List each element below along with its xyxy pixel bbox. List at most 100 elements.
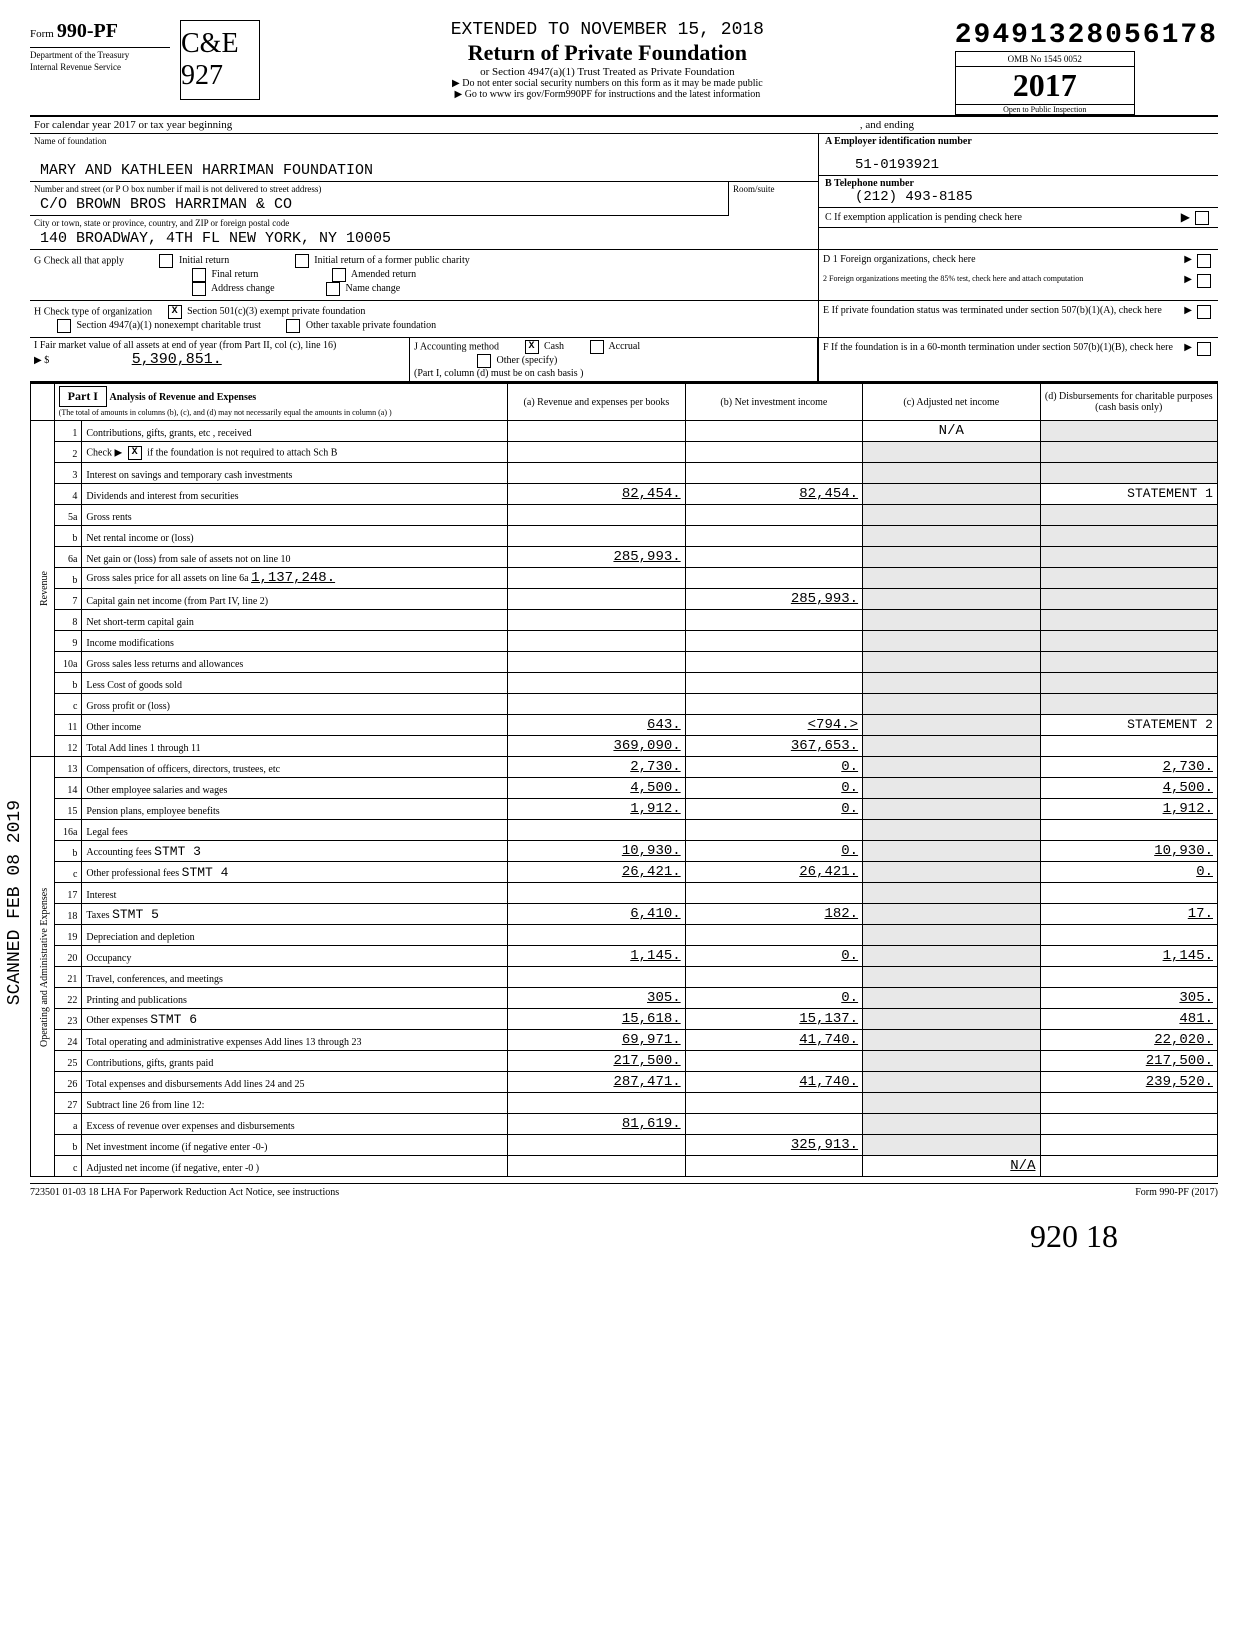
line-desc: Printing and publications bbox=[82, 988, 508, 1009]
amount-cell bbox=[508, 883, 685, 904]
handwritten-note: 920 18 bbox=[30, 1218, 1218, 1255]
revenue-section-label: Revenue bbox=[31, 421, 55, 757]
line-desc: Dividends and interest from securities bbox=[82, 484, 508, 505]
name-change-cb[interactable] bbox=[326, 282, 340, 296]
amount-cell bbox=[1040, 967, 1218, 988]
amount-cell bbox=[508, 1156, 685, 1177]
j-label: J Accounting method bbox=[414, 341, 499, 352]
amount-cell bbox=[863, 1114, 1040, 1135]
amount-cell: 22,020. bbox=[1040, 1030, 1218, 1051]
line-number: 5a bbox=[54, 505, 82, 526]
amount-cell bbox=[685, 442, 862, 463]
amount-cell bbox=[863, 715, 1040, 736]
form-number: 990-PF bbox=[57, 20, 118, 42]
other-method-cb[interactable] bbox=[477, 354, 491, 368]
other-taxable-cb[interactable] bbox=[286, 319, 300, 333]
line-number: 21 bbox=[54, 967, 82, 988]
amount-cell: 217,500. bbox=[1040, 1051, 1218, 1072]
line-number: c bbox=[54, 862, 82, 883]
form-prefix: Form bbox=[30, 28, 54, 40]
cal-year-ending: , and ending bbox=[860, 119, 914, 131]
street-label: Number and street (or P O box number if … bbox=[30, 182, 728, 196]
line-desc: Taxes STMT 5 bbox=[82, 904, 508, 925]
amount-cell bbox=[863, 610, 1040, 631]
501c3-cb[interactable]: X bbox=[168, 305, 182, 319]
amount-cell bbox=[685, 1114, 862, 1135]
tax-year: 2017 bbox=[956, 67, 1134, 104]
amount-cell bbox=[685, 547, 862, 568]
address-change-cb[interactable] bbox=[192, 282, 206, 296]
former-charity-cb[interactable] bbox=[295, 254, 309, 268]
col-c-header: (c) Adjusted net income bbox=[863, 384, 1040, 421]
line-number: 14 bbox=[54, 778, 82, 799]
line-number: 9 bbox=[54, 631, 82, 652]
j-note: (Part I, column (d) must be on cash basi… bbox=[414, 368, 583, 379]
initial-return-cb[interactable] bbox=[159, 254, 173, 268]
part1-title: Analysis of Revenue and Expenses bbox=[109, 392, 256, 403]
line-desc: Total operating and administrative expen… bbox=[82, 1030, 508, 1051]
amount-cell bbox=[863, 820, 1040, 841]
amended-return-cb[interactable] bbox=[332, 268, 346, 282]
line-desc: Gross profit or (loss) bbox=[82, 694, 508, 715]
scanned-stamp: SCANNED FEB 08 2019 bbox=[5, 800, 25, 1005]
e-checkbox[interactable] bbox=[1197, 305, 1211, 319]
amount-cell bbox=[685, 967, 862, 988]
line-number: b bbox=[54, 568, 82, 589]
dln: 29491328056178 bbox=[955, 20, 1218, 51]
line-number: 1 bbox=[54, 421, 82, 442]
line-number: c bbox=[54, 694, 82, 715]
amount-cell bbox=[1040, 1135, 1218, 1156]
line-desc: Occupancy bbox=[82, 946, 508, 967]
amount-cell bbox=[863, 1009, 1040, 1030]
amount-cell bbox=[685, 526, 862, 547]
line-number: 18 bbox=[54, 904, 82, 925]
line-number: 19 bbox=[54, 925, 82, 946]
amount-cell: 305. bbox=[508, 988, 685, 1009]
amount-cell: 0. bbox=[685, 757, 862, 778]
g-opt-2: Address change bbox=[211, 283, 275, 294]
amount-cell bbox=[685, 1156, 862, 1177]
amount-cell bbox=[508, 463, 685, 484]
amount-cell bbox=[863, 442, 1040, 463]
amount-cell: STATEMENT 1 bbox=[1040, 484, 1218, 505]
final-return-cb[interactable] bbox=[192, 268, 206, 282]
line-desc: Less Cost of goods sold bbox=[82, 673, 508, 694]
amount-cell: 4,500. bbox=[508, 778, 685, 799]
amount-cell: 26,421. bbox=[685, 862, 862, 883]
4947-cb[interactable] bbox=[57, 319, 71, 333]
d2-checkbox[interactable] bbox=[1197, 274, 1211, 288]
amount-cell bbox=[508, 694, 685, 715]
g-opt-0: Initial return bbox=[179, 255, 229, 266]
amount-cell bbox=[685, 610, 862, 631]
h-opt-1: Section 4947(a)(1) nonexempt charitable … bbox=[77, 320, 261, 331]
f-checkbox[interactable] bbox=[1197, 342, 1211, 356]
amount-cell bbox=[863, 862, 1040, 883]
phone-label: B Telephone number bbox=[825, 178, 1212, 189]
line-desc: Contributions, gifts, grants, etc , rece… bbox=[82, 421, 508, 442]
amount-cell bbox=[508, 820, 685, 841]
j-accrual: Accrual bbox=[608, 341, 640, 352]
ein-label: A Employer identification number bbox=[825, 136, 1212, 147]
foundation-name: MARY AND KATHLEEN HARRIMAN FOUNDATION bbox=[30, 162, 818, 182]
amount-cell bbox=[508, 589, 685, 610]
c-checkbox[interactable] bbox=[1195, 211, 1209, 225]
amount-cell bbox=[1040, 589, 1218, 610]
line-desc: Excess of revenue over expenses and disb… bbox=[82, 1114, 508, 1135]
amount-cell bbox=[1040, 736, 1218, 757]
amount-cell bbox=[863, 946, 1040, 967]
preparer-logo: C&E 927 bbox=[180, 20, 260, 100]
part1-label: Part I bbox=[59, 386, 107, 407]
line-desc: Accounting fees STMT 3 bbox=[82, 841, 508, 862]
form-title: Return of Private Foundation bbox=[270, 40, 945, 66]
amount-cell bbox=[508, 610, 685, 631]
amount-cell bbox=[863, 589, 1040, 610]
cash-cb[interactable]: X bbox=[525, 340, 539, 354]
line-desc: Other income bbox=[82, 715, 508, 736]
line-number: 12 bbox=[54, 736, 82, 757]
room-label: Room/suite bbox=[729, 182, 818, 196]
d1-checkbox[interactable] bbox=[1197, 254, 1211, 268]
amount-cell bbox=[1040, 568, 1218, 589]
amount-cell: 1,145. bbox=[1040, 946, 1218, 967]
accrual-cb[interactable] bbox=[590, 340, 604, 354]
line-number: b bbox=[54, 526, 82, 547]
